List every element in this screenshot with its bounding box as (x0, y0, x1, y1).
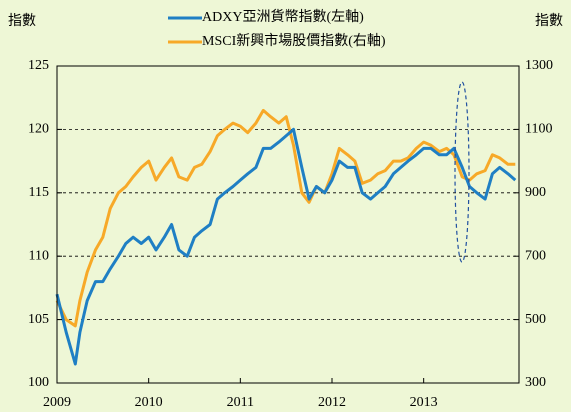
y2-axis-label: 指數 (535, 13, 563, 29)
y-axis-label: 指數 (8, 13, 36, 29)
series-line (55, 127, 517, 366)
y2-tick-label: 500 (525, 312, 546, 327)
y2-tick-label: 1300 (525, 58, 553, 73)
plot-frame (56, 65, 520, 384)
legend-label: MSCI新興市場股價指數(右軸) (202, 32, 386, 49)
y-tick-label: 125 (28, 58, 49, 73)
x-tick-label: 2010 (135, 395, 163, 410)
x-tick-label: 2012 (318, 395, 346, 410)
y-tick-label: 120 (28, 122, 49, 137)
series-line (55, 108, 516, 328)
y2-tick-label: 700 (525, 248, 546, 263)
y2-tick-label: 900 (525, 185, 546, 200)
y2-tick-label: 300 (525, 375, 546, 390)
x-tick-label: 2009 (43, 395, 71, 410)
y-tick-label: 110 (29, 248, 49, 263)
x-tick-label: 2013 (410, 395, 438, 410)
legend-label: ADXY亞洲貨幣指數(左軸) (202, 8, 364, 25)
y2-tick-label: 1100 (525, 122, 552, 137)
highlight-ellipse (454, 81, 470, 263)
y-tick-label: 100 (28, 375, 49, 390)
y-tick-label: 115 (29, 185, 49, 200)
x-tick-label: 2011 (227, 395, 254, 410)
y-tick-label: 105 (28, 312, 49, 327)
